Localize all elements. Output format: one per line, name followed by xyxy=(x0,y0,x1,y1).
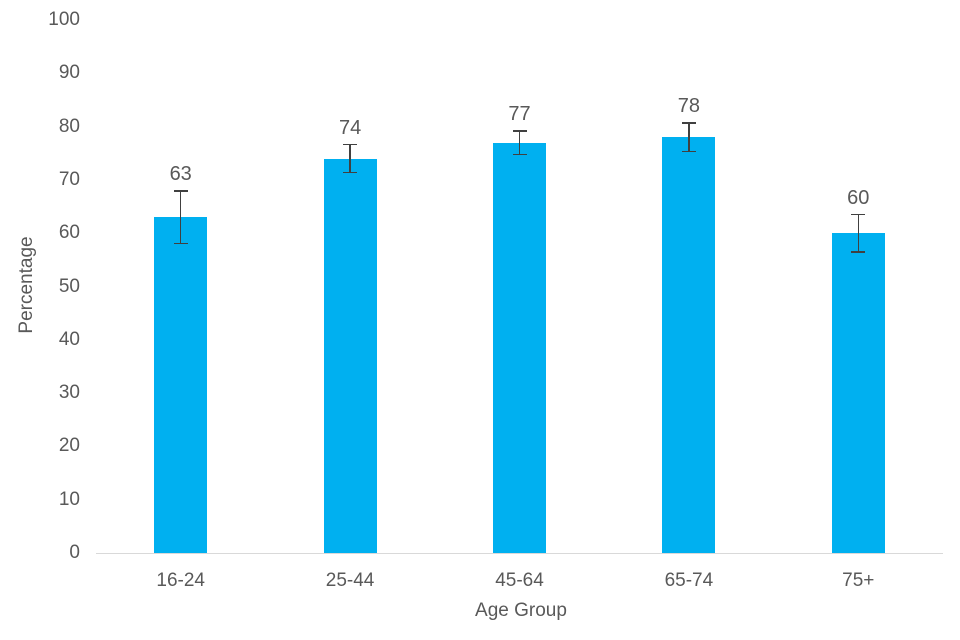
error-bar-cap-top xyxy=(681,122,696,124)
error-bar-cap-top xyxy=(173,190,188,192)
error-bar-line xyxy=(179,191,182,244)
y-tick-label: 60 xyxy=(58,222,80,244)
y-tick-label: 80 xyxy=(58,115,80,137)
error-bar-line xyxy=(349,144,351,173)
bar-value-label: 78 xyxy=(677,94,701,117)
y-tick-label: 20 xyxy=(58,435,80,457)
plot-area xyxy=(96,20,943,554)
y-tick-label: 40 xyxy=(58,328,80,350)
bar-25-44 xyxy=(323,158,377,553)
error-bar-cap-bottom xyxy=(173,242,188,245)
bar-75+ xyxy=(831,233,885,553)
y-tick-label: 30 xyxy=(58,382,80,404)
bar-65-74 xyxy=(662,137,716,553)
error-bar-line xyxy=(857,214,860,252)
x-tick-label: 25-44 xyxy=(325,570,375,591)
error-bar-cap-bottom xyxy=(512,153,527,156)
y-tick-label: 100 xyxy=(48,9,80,30)
error-bar-cap-bottom xyxy=(343,171,358,174)
y-tick-label: 90 xyxy=(58,62,80,84)
bar-16-24 xyxy=(154,217,208,553)
bar-value-label: 63 xyxy=(169,163,192,186)
error-bar-cap-top xyxy=(851,213,866,216)
error-bar-cap-top xyxy=(343,143,358,146)
bar-45-64 xyxy=(493,142,546,553)
error-bar-line xyxy=(518,130,521,155)
x-tick-label: 65-74 xyxy=(664,570,714,591)
x-tick-label: 45-64 xyxy=(495,570,544,591)
error-bar-cap-top xyxy=(512,130,527,132)
y-tick-label: 50 xyxy=(58,275,80,297)
bar-value-label: 74 xyxy=(338,116,362,139)
x-tick-label: 75+ xyxy=(842,570,875,591)
bar-value-label: 60 xyxy=(847,186,870,209)
y-tick-label: 10 xyxy=(58,488,80,510)
error-bar-cap-bottom xyxy=(681,150,696,153)
error-bar-line xyxy=(688,122,690,152)
y-tick-label: 0 xyxy=(69,542,80,563)
y-tick-label: 70 xyxy=(58,168,80,190)
x-axis-title: Age Group xyxy=(475,600,567,621)
error-bar-cap-bottom xyxy=(851,251,866,253)
x-tick-label: 16-24 xyxy=(156,570,205,591)
bar-value-label: 77 xyxy=(508,102,531,125)
